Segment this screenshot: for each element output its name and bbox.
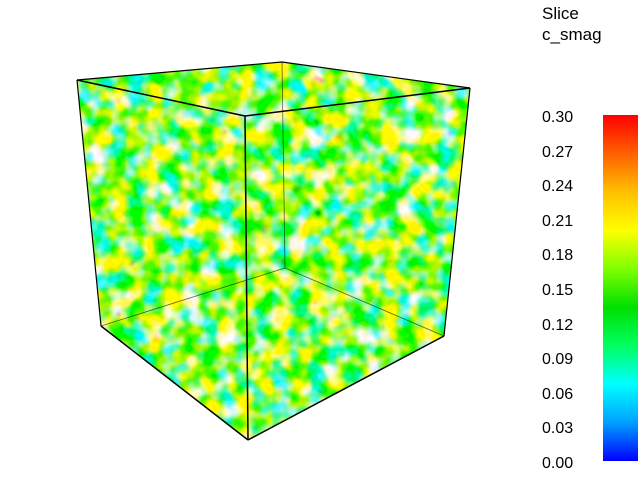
legend-title-line1: Slice — [542, 4, 579, 23]
legend-title-line2: c_smag — [542, 25, 602, 44]
cube-edges — [76, 61, 471, 441]
colorbar — [603, 115, 638, 461]
colorbar-tick-label: 0.24 — [542, 178, 574, 196]
legend-title: Slice c_smag — [542, 3, 602, 45]
cube-right-face — [245, 88, 470, 440]
colorbar-tick-label: 0.18 — [542, 247, 574, 265]
colorbar-tick-label: 0.09 — [542, 351, 574, 369]
colorbar-tick-label: 0.15 — [542, 282, 574, 299]
colorbar-tick-label: 0.00 — [542, 455, 574, 472]
cube-left-face — [77, 80, 248, 440]
colorbar-tick-label: 0.21 — [542, 212, 574, 230]
colorbar-tick-label: 0.12 — [542, 316, 574, 334]
colorbar-tick-label: 0.06 — [542, 385, 574, 403]
colorbar-tick-label: 0.27 — [542, 143, 574, 161]
colorbar-tick-label: 0.30 — [542, 109, 574, 126]
colorbar-tick-label: 0.03 — [542, 420, 574, 438]
